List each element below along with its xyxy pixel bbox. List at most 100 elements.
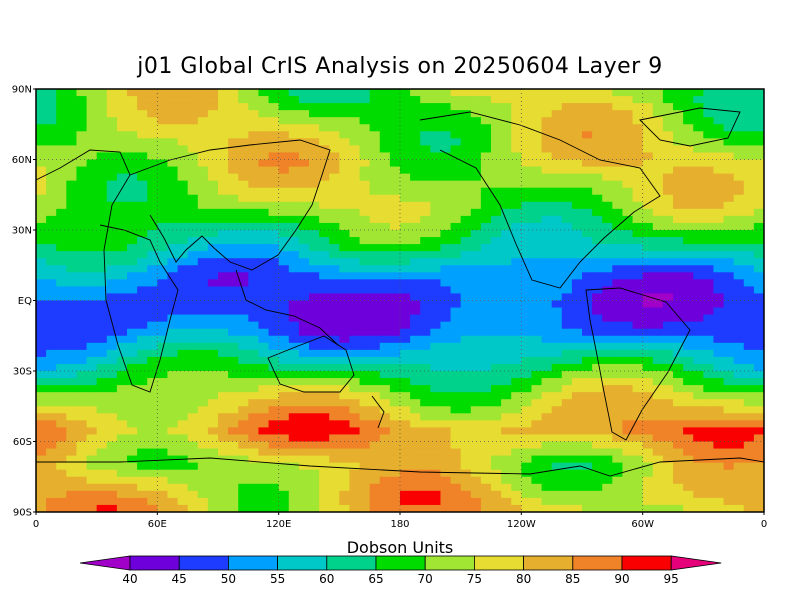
field-cell bbox=[602, 427, 613, 436]
field-cell bbox=[410, 321, 421, 330]
field-cell bbox=[602, 194, 613, 203]
field-cell bbox=[167, 187, 179, 196]
field-cell bbox=[187, 145, 199, 154]
field-cell bbox=[652, 406, 664, 414]
field-cell bbox=[288, 476, 300, 485]
field-cell bbox=[76, 286, 88, 295]
field-cell bbox=[298, 215, 310, 224]
field-cell bbox=[197, 490, 209, 499]
field-cell bbox=[753, 145, 764, 154]
field-cell bbox=[430, 328, 442, 337]
field-cell bbox=[743, 483, 755, 492]
field-cell bbox=[592, 399, 603, 407]
field-cell bbox=[228, 504, 239, 512]
field-cell bbox=[450, 265, 462, 273]
field-cell bbox=[116, 272, 128, 280]
field-cell bbox=[480, 349, 492, 358]
field-cell bbox=[652, 244, 664, 252]
field-cell bbox=[197, 392, 209, 400]
field-cell bbox=[693, 237, 704, 245]
field-cell bbox=[480, 399, 492, 407]
field-cell bbox=[167, 166, 179, 175]
field-cell bbox=[329, 321, 340, 330]
field-cell bbox=[400, 441, 411, 450]
field-cell bbox=[329, 420, 340, 428]
field-cell bbox=[36, 124, 47, 132]
field-cell bbox=[440, 201, 452, 210]
field-cell bbox=[460, 455, 472, 464]
field-cell bbox=[379, 490, 391, 499]
field-cell bbox=[491, 258, 502, 266]
field-cell bbox=[551, 187, 563, 196]
field-cell bbox=[582, 349, 593, 358]
field-cell bbox=[420, 145, 431, 154]
field-cell bbox=[197, 469, 209, 478]
field-cell bbox=[359, 293, 371, 302]
field-cell bbox=[480, 378, 492, 386]
field-cell bbox=[723, 392, 735, 400]
field-cell bbox=[743, 392, 755, 400]
field-cell bbox=[389, 145, 401, 154]
field-cell bbox=[238, 124, 249, 132]
field-cell bbox=[207, 300, 219, 309]
field-cell bbox=[612, 371, 624, 379]
field-cell bbox=[683, 265, 694, 273]
field-cell bbox=[106, 258, 118, 266]
field-cell bbox=[76, 462, 88, 471]
field-cell bbox=[632, 328, 644, 337]
field-cell bbox=[137, 342, 148, 351]
field-cell bbox=[268, 201, 280, 210]
field-cell bbox=[248, 244, 260, 252]
field-cell bbox=[218, 448, 229, 457]
field-cell bbox=[339, 201, 351, 210]
field-cell bbox=[480, 138, 492, 146]
field-cell bbox=[187, 349, 199, 358]
field-cell bbox=[319, 413, 330, 421]
field-cell bbox=[147, 152, 158, 161]
field-cell bbox=[440, 427, 452, 436]
field-cell bbox=[410, 222, 421, 231]
field-cell bbox=[480, 110, 492, 118]
field-cell bbox=[753, 420, 764, 428]
field-cell bbox=[329, 448, 340, 457]
field-cell bbox=[632, 363, 644, 372]
field-cell bbox=[127, 237, 138, 245]
field-cell bbox=[713, 363, 725, 372]
field-cell bbox=[450, 103, 462, 111]
field-cell bbox=[157, 356, 169, 365]
field-cell bbox=[511, 96, 522, 104]
field-cell bbox=[298, 300, 310, 309]
field-cell bbox=[420, 138, 431, 146]
field-cell bbox=[652, 173, 664, 182]
field-cell bbox=[339, 222, 351, 231]
field-cell bbox=[420, 392, 431, 400]
field-cell bbox=[258, 222, 270, 231]
field-cell bbox=[622, 420, 634, 428]
field-cell bbox=[238, 342, 249, 351]
field-cell bbox=[693, 300, 704, 309]
field-cell bbox=[521, 293, 533, 302]
field-cell bbox=[137, 138, 148, 146]
field-cell bbox=[551, 490, 563, 499]
field-cell bbox=[531, 476, 543, 485]
field-cell bbox=[713, 131, 725, 139]
field-cell bbox=[278, 251, 290, 259]
field-cell bbox=[420, 286, 431, 295]
field-cell bbox=[46, 349, 57, 358]
field-cell bbox=[36, 279, 47, 287]
field-cell bbox=[733, 251, 745, 259]
field-cell bbox=[218, 371, 229, 379]
field-cell bbox=[501, 180, 512, 189]
field-cell bbox=[36, 131, 47, 139]
field-cell bbox=[703, 314, 715, 323]
field-cell bbox=[551, 89, 563, 97]
field-cell bbox=[36, 103, 47, 111]
field-cell bbox=[460, 89, 472, 97]
coast-australia bbox=[267, 335, 355, 393]
field-cell bbox=[753, 321, 764, 330]
field-cell bbox=[96, 427, 108, 436]
field-cell bbox=[218, 469, 229, 478]
field-cell bbox=[430, 173, 442, 182]
field-cell bbox=[561, 392, 573, 400]
field-cell bbox=[116, 385, 128, 393]
